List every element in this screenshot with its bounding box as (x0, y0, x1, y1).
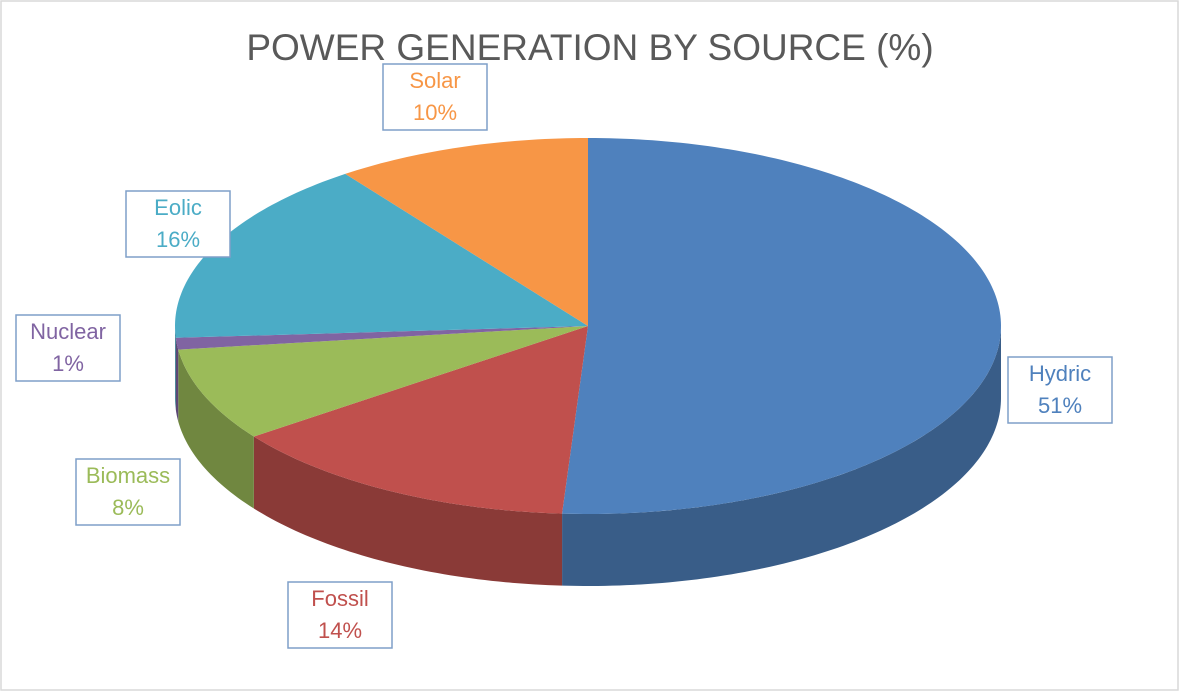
slice-side (175, 337, 179, 422)
data-label-box (1007, 356, 1113, 424)
data-label-box (125, 190, 231, 258)
data-label-name: Fossil (311, 586, 368, 611)
data-label-value: 10% (413, 100, 457, 125)
data-label-name: Biomass (86, 463, 170, 488)
slice-side (562, 326, 1001, 586)
data-label-name: Hydric (1029, 361, 1091, 386)
slice-side (178, 349, 254, 509)
slice-side (175, 326, 176, 410)
data-label-name: Eolic (154, 195, 202, 220)
data-label-value: 14% (318, 618, 362, 643)
slice (175, 173, 588, 338)
slice (345, 138, 588, 326)
data-label: Nuclear 1% (15, 314, 121, 382)
data-label: Fossil 14% (287, 581, 393, 649)
data-label: Eolic 16% (125, 190, 231, 258)
data-label: Biomass 8% (75, 458, 181, 526)
data-label-name: Nuclear (30, 319, 106, 344)
data-label-box (382, 63, 488, 131)
data-label-name: Solar (409, 68, 460, 93)
data-label-value: 16% (156, 227, 200, 252)
data-label-box (287, 581, 393, 649)
data-label-box (75, 458, 181, 526)
slice (178, 326, 588, 437)
data-label: Hydric 51% (1007, 356, 1113, 424)
slice (562, 138, 1001, 514)
data-label: Solar 10% (382, 63, 488, 131)
data-label-value: 1% (52, 351, 84, 376)
slice (175, 326, 589, 350)
chart-title: POWER GENERATION BY SOURCE (%) (246, 27, 933, 68)
data-label-value: 8% (112, 495, 144, 520)
slice (253, 326, 588, 514)
data-label-value: 51% (1038, 393, 1082, 418)
data-label-box (15, 314, 121, 382)
slice-side (253, 436, 563, 586)
